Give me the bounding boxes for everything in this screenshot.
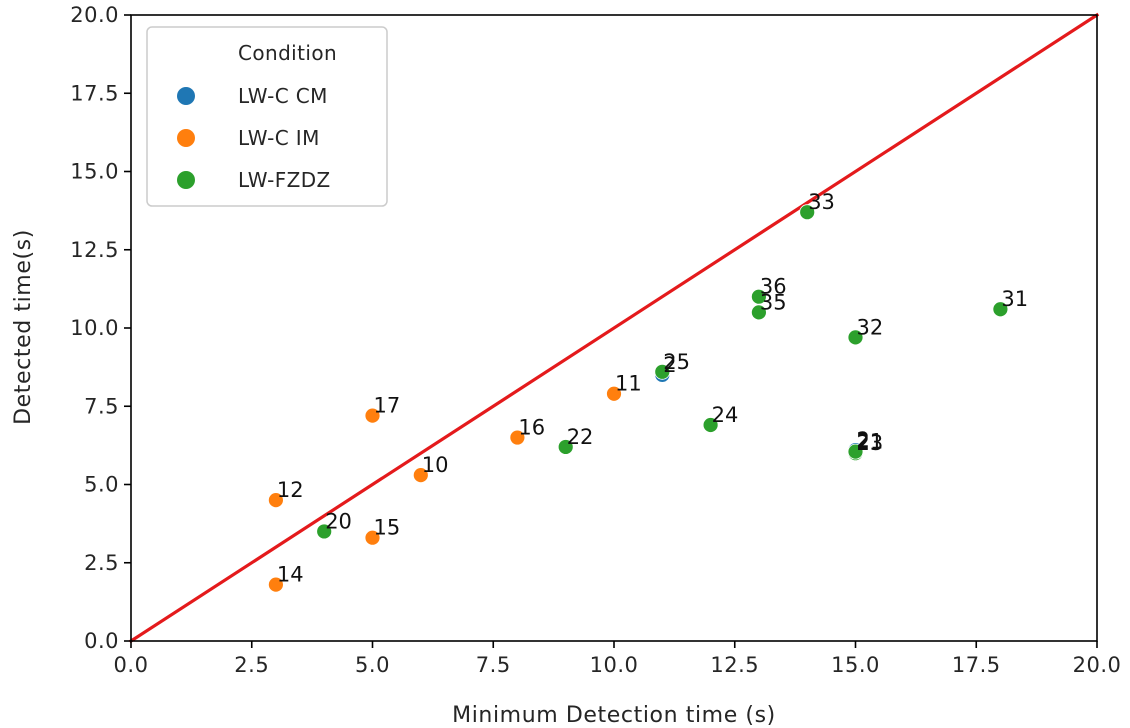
point-label: 35 — [760, 290, 787, 314]
legend-title: Condition — [238, 41, 337, 65]
point-label: 24 — [712, 403, 739, 427]
y-axis-title: Detected time(s) — [11, 229, 36, 425]
point-label: 2 — [663, 353, 676, 377]
data-point-lw-c-im-1 — [267, 492, 284, 509]
x-tick-label: 0.0 — [114, 653, 149, 677]
data-point-lw-fzdz-6 — [799, 204, 816, 221]
x-tick-label: 12.5 — [710, 653, 759, 677]
data-point-lw-fzdz-4 — [751, 304, 767, 321]
data-point-lw-fzdz-10 — [992, 301, 1009, 318]
point-label: 17 — [374, 394, 401, 418]
legend-label-lw-c-cm: LW-C CM — [238, 84, 328, 108]
x-tick-label: 7.5 — [476, 653, 511, 677]
point-label: 20 — [325, 509, 352, 533]
data-point-lw-fzdz-8 — [847, 443, 864, 460]
data-point-lw-fzdz-3 — [702, 417, 719, 433]
y-tick-label: 0.0 — [84, 629, 119, 653]
point-label: 33 — [808, 190, 835, 214]
point-label: 16 — [518, 416, 545, 440]
point-label: 32 — [857, 315, 884, 339]
legend-label-lw-fzdz: LW-FZDZ — [238, 168, 331, 192]
data-point-lw-fzdz-0 — [316, 523, 333, 540]
point-label: 23 — [857, 431, 884, 455]
point-label: 25 — [663, 350, 690, 374]
data-point-lw-c-im-2 — [364, 529, 381, 546]
data-point-lw-c-im-0 — [267, 576, 284, 593]
data-point-lw-c-im-5 — [509, 429, 526, 446]
data-point-lw-c-im-4 — [412, 467, 429, 484]
y-tick-label: 17.5 — [70, 81, 119, 105]
legend: Condition LW-C CM LW-C IM LW-FZDZ — [146, 26, 388, 207]
y-tick-label: 20.0 — [70, 3, 119, 27]
data-point-lw-fzdz-9 — [847, 329, 864, 346]
legend-label-lw-c-im: LW-C IM — [238, 126, 320, 150]
x-tick-label: 5.0 — [355, 653, 390, 677]
point-label: 14 — [277, 563, 304, 587]
point-label: 15 — [374, 516, 401, 540]
data-point-lw-fzdz-2 — [654, 363, 671, 380]
reference-line-layer — [128, 12, 1100, 644]
point-label: 12 — [277, 478, 304, 502]
point-label: 21 — [857, 430, 884, 454]
data-point-lw-fzdz-1 — [557, 439, 574, 455]
legend-marker-lw-c-im — [177, 129, 195, 147]
legend-marker-lw-c-cm — [177, 87, 195, 105]
x-axis-ticks: 0.0 2.5 5.0 7.5 10.0 12.5 15.0 17.5 20.0 — [114, 641, 1122, 677]
data-points-layer — [267, 204, 1009, 593]
point-label: 36 — [760, 275, 787, 299]
data-point-lw-c-im-3 — [364, 407, 381, 424]
point-label: 31 — [1001, 287, 1028, 311]
x-tick-label: 2.5 — [234, 653, 269, 677]
data-point-lw-c-im-6 — [606, 385, 622, 402]
y-tick-label: 5.0 — [84, 473, 119, 497]
x-tick-label: 10.0 — [590, 653, 639, 677]
point-label: 10 — [422, 453, 449, 477]
legend-box — [146, 26, 388, 207]
y-axis-ticks: 0.0 2.5 5.0 7.5 10.0 12.5 15.0 17.5 20.0 — [70, 3, 131, 653]
data-point-lw-fzdz-5 — [751, 288, 767, 305]
y-tick-label: 2.5 — [84, 551, 119, 575]
x-axis-title: Minimum Detection time (s) — [452, 703, 776, 728]
y-tick-label: 10.0 — [70, 316, 119, 340]
point-label: 22 — [567, 425, 594, 449]
x-tick-label: 20.0 — [1073, 653, 1122, 677]
point-label: 2 — [857, 428, 870, 452]
y-tick-label: 12.5 — [70, 238, 119, 262]
legend-marker-lw-fzdz — [177, 171, 195, 189]
x-tick-label: 15.0 — [831, 653, 880, 677]
x-tick-label: 17.5 — [952, 653, 1001, 677]
y-tick-label: 7.5 — [84, 394, 119, 418]
y-tick-label: 15.0 — [70, 160, 119, 184]
point-label: 11 — [615, 372, 642, 396]
reference-line — [128, 12, 1100, 644]
